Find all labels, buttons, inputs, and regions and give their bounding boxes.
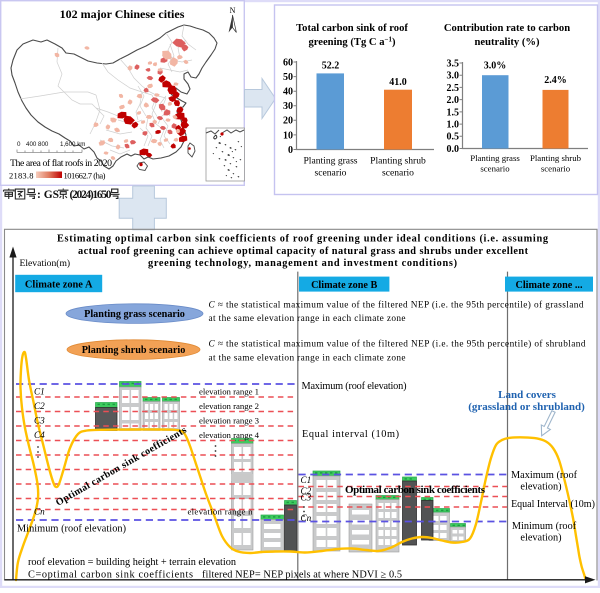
svg-text:Climate zone ...: Climate zone ... <box>515 280 583 291</box>
svg-text:102 major Chinese cities: 102 major Chinese cities <box>60 7 185 21</box>
svg-text:elevation range 4: elevation range 4 <box>199 430 260 440</box>
svg-text:C2: C2 <box>301 486 312 496</box>
svg-text:elevation range 1: elevation range 1 <box>199 387 259 397</box>
svg-text:elevation): elevation) <box>520 533 561 544</box>
svg-text:(2024)1650: (2024)1650 <box>70 189 112 201</box>
svg-text:N: N <box>230 6 236 15</box>
svg-text:C4: C4 <box>34 430 45 440</box>
svg-text:filtered NEP= NEP pixels at wh: filtered NEP= NEP pixels at where NDVI ≥… <box>202 570 402 581</box>
svg-text:at the same elevation range in: at the same elevation range in each clim… <box>209 354 406 364</box>
svg-text:elevation): elevation) <box>520 482 561 493</box>
svg-text:elevation range n: elevation range n <box>188 507 254 517</box>
svg-text:Estimating optimal carbon sink: Estimating optimal carbon sink coefficie… <box>57 234 549 245</box>
svg-text:1,600 km: 1,600 km <box>60 141 85 148</box>
svg-text:greening technology, managemen: greening technology, management and inve… <box>148 258 457 269</box>
svg-text:scenario: scenario <box>315 168 347 179</box>
svg-text:52.2: 52.2 <box>322 61 340 72</box>
svg-text:3.0%: 3.0% <box>484 61 507 72</box>
svg-text:101662.7 (ha): 101662.7 (ha) <box>64 171 106 181</box>
svg-text:C2: C2 <box>34 401 45 411</box>
svg-text:Minimum (roof: Minimum (roof <box>512 521 577 532</box>
svg-text:3.0: 3.0 <box>447 71 460 82</box>
svg-text:C3: C3 <box>34 416 45 426</box>
svg-text:scenario: scenario <box>480 164 510 174</box>
svg-text:Planting shrub: Planting shrub <box>530 153 582 163</box>
svg-text:30: 30 <box>283 101 293 112</box>
svg-text:Maximum (roof elevation): Maximum (roof elevation) <box>302 381 407 392</box>
svg-text:C ≈ the statistical maximum va: C ≈ the statistical maximum value of the… <box>209 339 586 350</box>
svg-text:C ≈ the statistical maximum va: C ≈ the statistical maximum value of the… <box>209 300 584 311</box>
svg-text:scenario: scenario <box>382 168 414 179</box>
svg-text:The area of flat roofs in 2020: The area of flat roofs in 2020 <box>10 158 112 169</box>
svg-text:3.5: 3.5 <box>447 58 460 69</box>
svg-text:Land covers: Land covers <box>498 389 556 401</box>
svg-text:roof elevation = building heig: roof elevation = building height + terra… <box>28 557 236 568</box>
svg-text:Equal Interval (10m): Equal Interval (10m) <box>511 499 595 510</box>
svg-text:0.5: 0.5 <box>447 132 460 143</box>
svg-text:1.5: 1.5 <box>447 107 460 118</box>
svg-text:1.0: 1.0 <box>447 120 460 131</box>
svg-text:2.0: 2.0 <box>447 95 460 106</box>
svg-text:0: 0 <box>17 141 21 148</box>
svg-text:Contribution rate to carbon: Contribution rate to carbon <box>444 23 570 34</box>
svg-text:C3: C3 <box>301 493 312 503</box>
svg-text:Elevation(m): Elevation(m) <box>20 258 71 269</box>
svg-text:C1: C1 <box>34 387 45 397</box>
svg-text:Planting grass: Planting grass <box>470 153 520 163</box>
svg-text:: GS: : GS <box>37 189 59 201</box>
svg-text:400 800: 400 800 <box>26 141 49 148</box>
svg-text:scenario: scenario <box>541 164 571 174</box>
svg-text:Planting grass: Planting grass <box>303 156 357 167</box>
svg-text:C1: C1 <box>301 475 312 485</box>
svg-text:Maximum (roof: Maximum (roof <box>511 470 578 481</box>
svg-text:50: 50 <box>283 72 293 83</box>
svg-text:elevation range 3: elevation range 3 <box>199 416 260 426</box>
svg-text:Climate zone B: Climate zone B <box>311 280 377 291</box>
svg-text:0: 0 <box>288 145 293 156</box>
svg-text:Equal interval (10m): Equal interval (10m) <box>302 429 399 440</box>
svg-text:2183.8: 2183.8 <box>9 171 34 181</box>
svg-text:actual roof greening can achie: actual roof greening can achieve optimal… <box>78 246 529 257</box>
svg-text:41.0: 41.0 <box>389 77 407 88</box>
svg-text:2.5: 2.5 <box>447 83 460 94</box>
svg-text:Minimum (roof elevation): Minimum (roof elevation) <box>17 524 126 535</box>
svg-text:40: 40 <box>283 87 293 98</box>
svg-text:2.4%: 2.4% <box>544 75 567 86</box>
svg-text:60: 60 <box>283 57 293 68</box>
svg-text:Planting grass scenario: Planting grass scenario <box>84 309 185 320</box>
svg-text:Optimal carbon sink coefficien: Optimal carbon sink coefficients <box>345 484 486 496</box>
svg-text:greening (Tg C a−1): greening (Tg C a−1) <box>308 36 396 49</box>
svg-text:20: 20 <box>283 116 293 127</box>
svg-text:Cn: Cn <box>34 507 45 517</box>
svg-text:Planting shrub: Planting shrub <box>370 156 426 167</box>
svg-text:Cn: Cn <box>301 513 312 523</box>
svg-text:(grassland or shrubland): (grassland or shrubland) <box>468 401 585 413</box>
svg-text:C=optimal carbon sink coeffici: C=optimal carbon sink coefficients <box>28 570 193 581</box>
svg-text:0.0: 0.0 <box>447 144 460 155</box>
svg-text:Total carbon sink of roof: Total carbon sink of roof <box>296 23 408 34</box>
svg-text:at the same elevation range in: at the same elevation range in each clim… <box>209 314 406 324</box>
svg-text:Climate zone A: Climate zone A <box>25 280 93 291</box>
svg-text:10: 10 <box>283 130 293 141</box>
svg-text:neutrality (%): neutrality (%) <box>474 37 539 48</box>
svg-text:elevation range 2: elevation range 2 <box>199 401 259 411</box>
svg-text:Planting shrub scenario: Planting shrub scenario <box>82 345 186 356</box>
